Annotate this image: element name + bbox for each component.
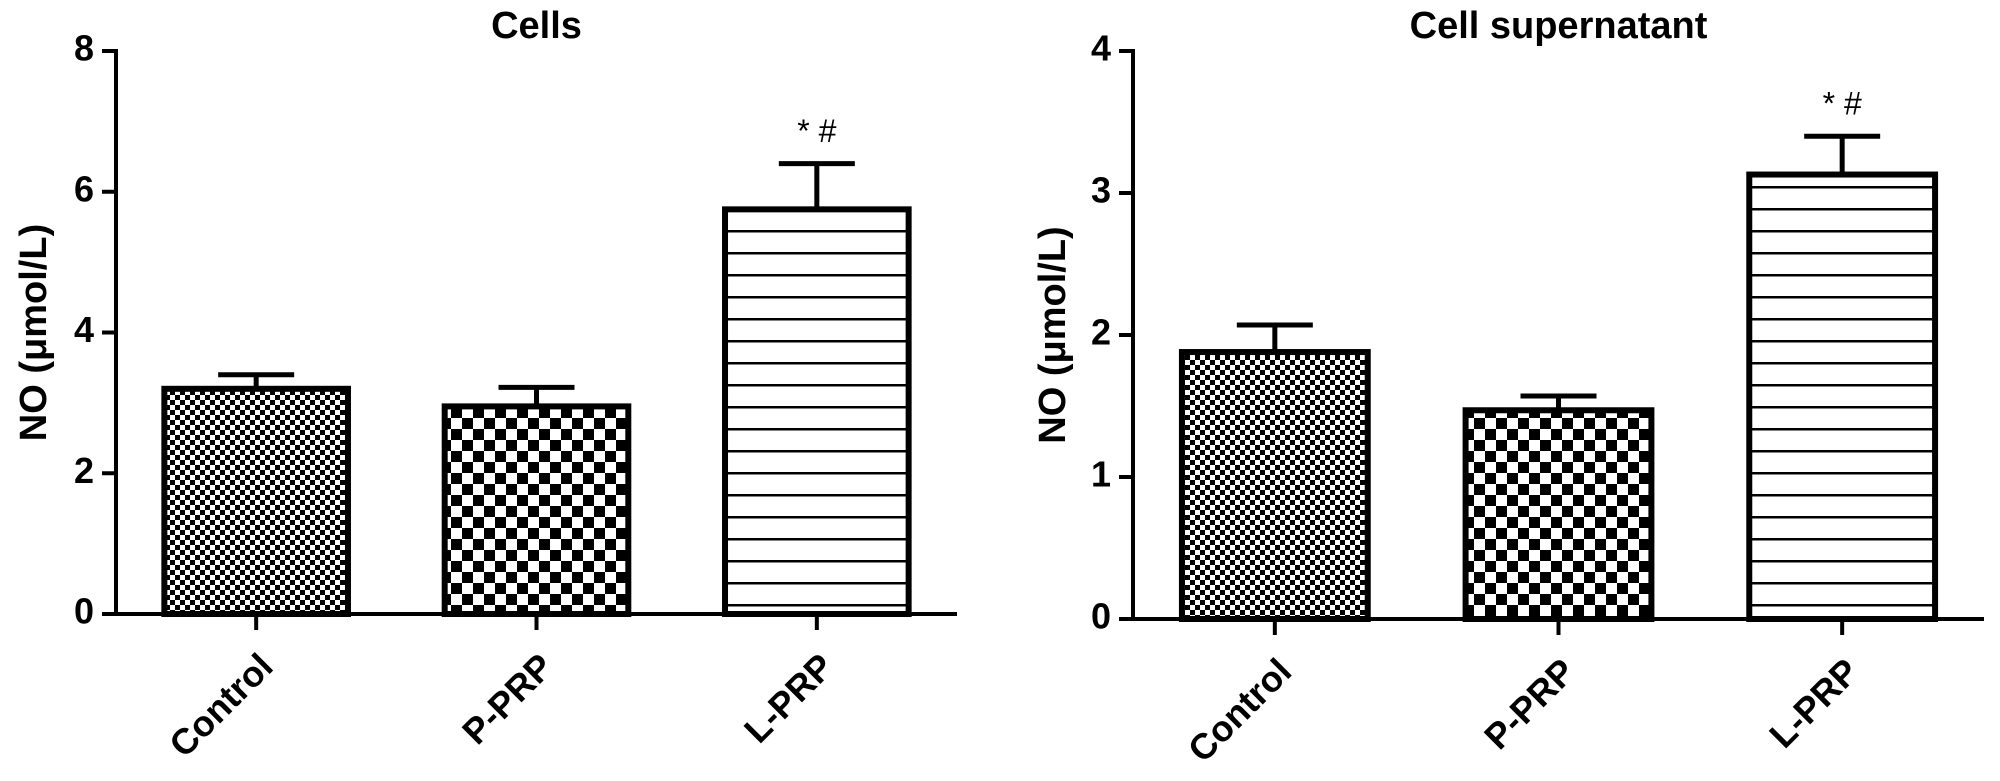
y-tick-label: 2 (1091, 312, 1111, 353)
x-tick-label: L-PRP (736, 645, 841, 750)
y-tick-label: 0 (74, 591, 94, 632)
y-tick-label: 8 (74, 28, 94, 69)
y-tick-label: 4 (74, 309, 94, 350)
y-axis-label: NO (μmol/L) (1032, 226, 1074, 443)
bar (722, 206, 912, 617)
x-tick-label: Control (161, 645, 280, 764)
bar (441, 403, 632, 617)
significance-label: * # (1823, 86, 1862, 122)
x-tick-label: P-PRP (454, 645, 561, 752)
bar (1178, 349, 1371, 622)
y-tick-label: 6 (74, 168, 94, 209)
y-tick-label: 4 (1091, 28, 1111, 69)
x-tick-label: L-PRP (1761, 650, 1866, 755)
x-tick-label: Control (1180, 650, 1299, 769)
y-axis-label: NO (μmol/L) (13, 224, 55, 441)
y-tick-label: 0 (1091, 596, 1111, 637)
chart-title: Cell supernatant (1410, 5, 1708, 47)
bar (1746, 171, 1939, 622)
x-tick-label: P-PRP (1476, 650, 1583, 757)
significance-label: * # (797, 113, 836, 149)
y-tick-label: 1 (1091, 454, 1111, 495)
chart-title: Cells (491, 5, 582, 47)
bar (161, 385, 351, 617)
y-tick-label: 2 (74, 450, 94, 491)
bar (1462, 407, 1655, 623)
y-tick-label: 3 (1091, 170, 1111, 211)
